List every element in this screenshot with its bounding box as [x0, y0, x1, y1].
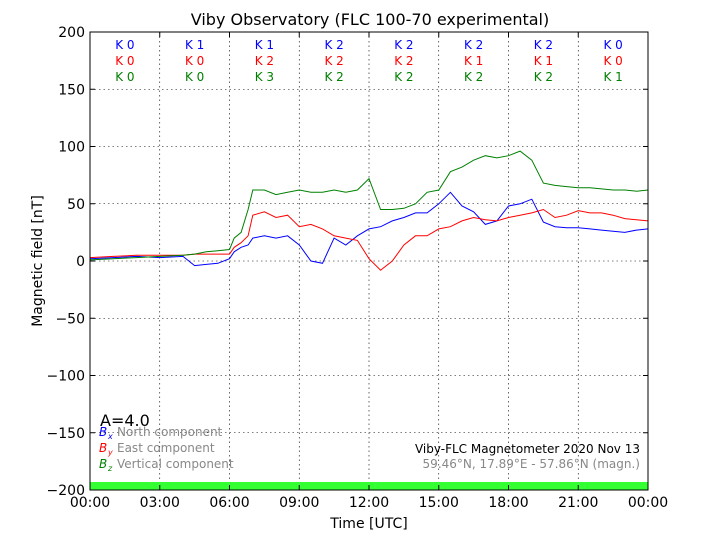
x-tick-label: 09:00 [279, 495, 319, 511]
y-tick-label: 200 [58, 25, 85, 41]
annotation-location: 59.46°N, 17.89°E - 57.86°N (magn.) [423, 457, 640, 471]
x-tick-label: 00:00 [70, 495, 110, 511]
y-tick-label: −200 [47, 483, 85, 499]
legend-label: North component [117, 425, 223, 439]
k-index-label: K 0 [115, 38, 134, 52]
legend-subscript: y [107, 448, 113, 457]
annotation-instrument: Viby-FLC Magnetometer 2020 Nov 13 [415, 442, 640, 456]
y-tick-label: 150 [58, 82, 85, 98]
x-tick-label: 03:00 [140, 495, 180, 511]
k-index-label: K 2 [255, 54, 274, 68]
k-index-label: K 2 [394, 54, 413, 68]
k-index-label: K 2 [464, 38, 483, 52]
k-index-label: K 2 [324, 70, 343, 84]
k-index-label: K 0 [115, 54, 134, 68]
k-index-label: K 0 [603, 38, 622, 52]
k-index-label: K 2 [464, 70, 483, 84]
y-tick-label: 100 [58, 140, 85, 156]
a-index-label: A=4.0 [100, 411, 150, 430]
k-index-label: K 1 [603, 70, 622, 84]
k-index-label: K 2 [394, 70, 413, 84]
k-index-label: K 2 [324, 54, 343, 68]
k-index-label: K 0 [185, 54, 204, 68]
k-index-label: K 1 [185, 38, 204, 52]
north-component-line [90, 191, 648, 267]
x-tick-label: 00:00 [628, 495, 668, 511]
x-tick-label: 15:00 [419, 495, 459, 511]
k-index-table: K 0 K 1 K 1 K 2 K 2 K 2 K 2 K 0 K 0 K 0 K 2 K 2 K 2 K… [115, 38, 623, 84]
chart-title: Viby Observatory (FLC 100-70 experimenta… [191, 10, 550, 29]
k-index-label: K 2 [534, 70, 553, 84]
legend-label: East component [117, 441, 215, 455]
k-index-label: K 2 [324, 38, 343, 52]
y-tick-label: 50 [67, 197, 85, 213]
y-tick-label: −50 [55, 311, 85, 327]
series-group [90, 150, 648, 271]
k-index-label: K 0 [603, 54, 622, 68]
vertical-component-line [90, 150, 648, 261]
x-tick-label: 12:00 [349, 495, 389, 511]
y-tick-label: −100 [47, 369, 85, 385]
y-axis-label: Magnetic field [nT] [30, 195, 46, 327]
x-tick-label: 21:00 [558, 495, 598, 511]
x-tick-label: 18:00 [488, 495, 528, 511]
legend-subscript: x [107, 432, 113, 441]
legend-symbol: B [99, 457, 107, 471]
k-index-label: K 0 [185, 70, 204, 84]
k-index-label: K 1 [255, 38, 274, 52]
plot-area [89, 31, 649, 491]
k-index-label: K 1 [464, 54, 483, 68]
legend-subscript: z [107, 464, 113, 473]
grid [90, 32, 648, 490]
axis-ticks: 00:00 03:00 06:00 09:00 12:00 15:00 18:00 21:00… [47, 25, 669, 511]
legend-symbol: B [99, 425, 107, 439]
k-index-label: K 1 [534, 54, 553, 68]
x-tick-label: 06:00 [209, 495, 249, 511]
k-index-label: K 2 [394, 38, 413, 52]
k-index-label: K 2 [534, 38, 553, 52]
legend-symbol: B [99, 441, 107, 455]
x-axis-label: Time [UTC] [329, 516, 407, 532]
k-index-label: K 3 [255, 70, 274, 84]
y-tick-label: 0 [76, 254, 85, 270]
east-component-line [90, 208, 648, 271]
y-tick-label: −150 [47, 426, 85, 442]
k-index-label: K 0 [115, 70, 134, 84]
legend-label: Vertical component [117, 457, 234, 471]
